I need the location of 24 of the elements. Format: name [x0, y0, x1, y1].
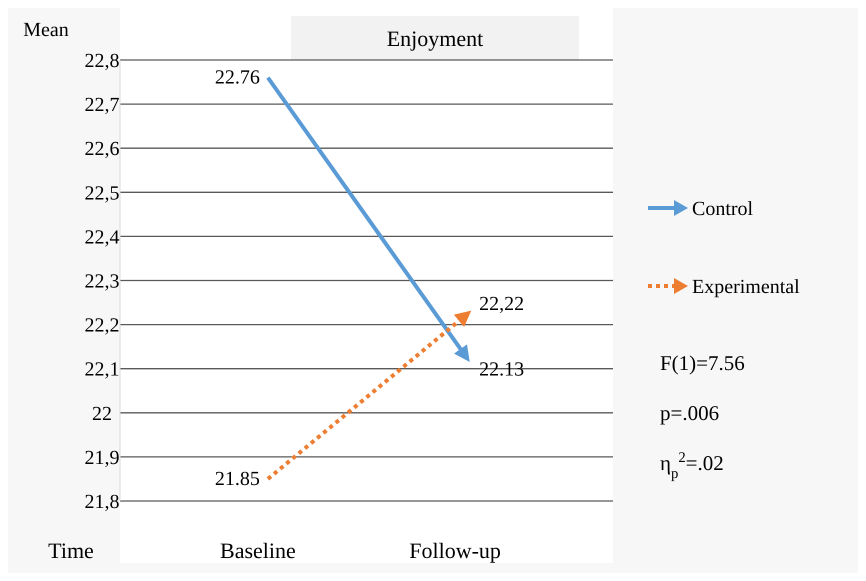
- y-tick-label: 22,5: [84, 182, 120, 204]
- legend-label: Control: [692, 198, 754, 220]
- y-tick-label: 22,8: [84, 50, 120, 72]
- y-tick-label: 22,7: [84, 94, 120, 116]
- text: η$_{p}$$^{2}$=.02: [660, 450, 724, 482]
- y-tick-label: 22,4: [84, 226, 120, 248]
- x-tick-label: Follow-up: [409, 538, 501, 563]
- x-axis-title: Time: [48, 538, 94, 563]
- data-label: 22.76: [214, 66, 260, 89]
- text: F(1)=7.56: [660, 351, 745, 375]
- x-tick-label: Baseline: [220, 538, 296, 563]
- chart-title: Enjoyment: [386, 26, 484, 51]
- y-axis-title: Mean: [23, 19, 69, 41]
- data-label: 22,22: [479, 292, 524, 315]
- y-tick-label: 22,6: [84, 138, 120, 160]
- y-tick-label: 22,2: [84, 314, 120, 337]
- y-tick-label: 22,1: [84, 358, 120, 381]
- y-tick-label: 21,9: [84, 446, 120, 469]
- y-tick-label: 22: [92, 402, 112, 425]
- legend-label: Experimental: [692, 276, 800, 298]
- y-tick-label: 21,8: [84, 491, 120, 513]
- data-label: 21.85: [214, 468, 260, 490]
- y-tick-label: 22,3: [84, 270, 120, 292]
- text: p=.006: [660, 401, 720, 425]
